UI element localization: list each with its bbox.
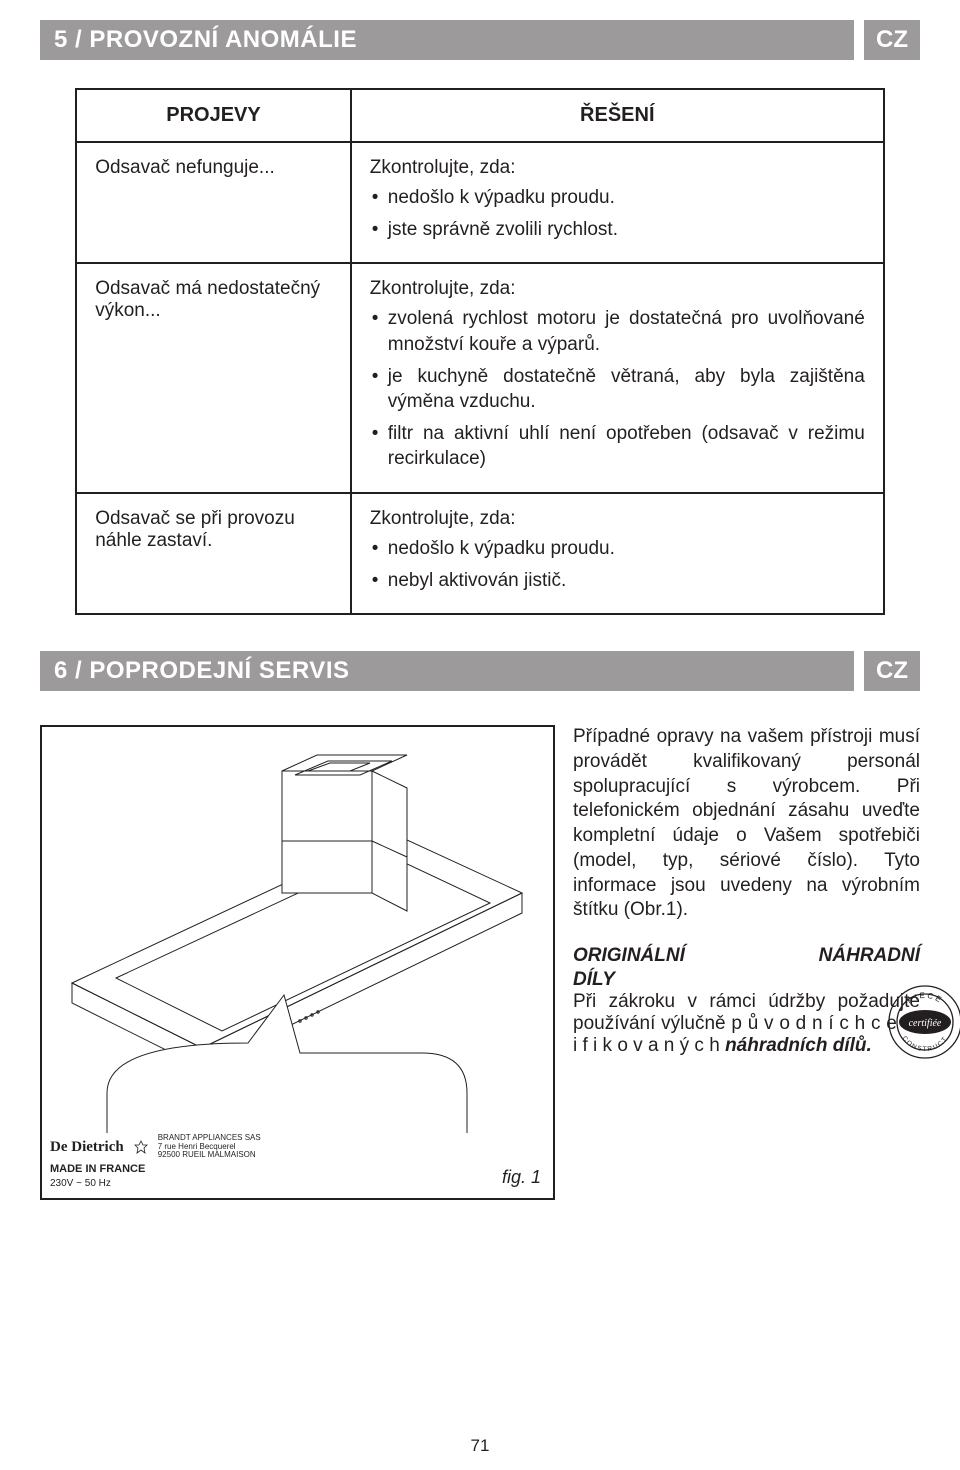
- voltage-label: 230V ~ 50 Hz: [50, 1178, 261, 1191]
- lang-badge-cz: CZ: [864, 651, 920, 691]
- bullet-item: nedošlo k výpadku proudu.: [370, 536, 865, 562]
- addr-line: 92500 RUEIL MALMAISON: [158, 1150, 256, 1159]
- hood-diagram: [52, 753, 542, 1133]
- spare-head-right: NÁHRADNÍ: [819, 945, 920, 967]
- spare-body: Při zákroku v rámci údržby požadujte pou…: [573, 991, 920, 1057]
- th-solutions: ŘEŠENÍ: [351, 89, 884, 142]
- lang-badge-cz: CZ: [864, 20, 920, 60]
- symptom-cell: Odsavač se při provozu náhle zastaví.: [76, 493, 351, 614]
- troubleshooting-table: PROJEVY ŘEŠENÍ Odsavač nefunguje... Zkon…: [75, 88, 885, 615]
- made-in-label: MADE IN FRANCE: [50, 1163, 261, 1177]
- bullet-item: filtr na aktivní uhlí není opotřeben (od…: [370, 421, 865, 472]
- check-label: Zkontrolujte, zda:: [370, 157, 865, 179]
- table-row: Odsavač se při provozu náhle zastaví. Zk…: [76, 493, 884, 614]
- section-5-title: 5 / PROVOZNÍ ANOMÁLIE: [40, 20, 854, 60]
- figure-caption: fig. 1: [502, 1167, 541, 1188]
- bullet-item: je kuchyně dostatečně větraná, aby byla …: [370, 364, 865, 415]
- figure-box: De Dietrich BRANDT APPLIANCES SAS 7 rue …: [40, 725, 555, 1200]
- section-6-header: 6 / POPRODEJNÍ SERVIS CZ: [40, 651, 920, 691]
- check-label: Zkontrolujte, zda:: [370, 508, 865, 530]
- svg-text:certifiée: certifiée: [909, 1018, 942, 1029]
- check-label: Zkontrolujte, zda:: [370, 278, 865, 300]
- addr-line: 7 rue Henri Becquerel: [158, 1142, 236, 1151]
- solution-cell: Zkontrolujte, zda: zvolená rychlost moto…: [351, 263, 884, 493]
- section-5-header: 5 / PROVOZNÍ ANOMÁLIE CZ: [40, 20, 920, 60]
- bullet-item: jste správně zvolili rychlost.: [370, 217, 865, 243]
- brand-logo: De Dietrich: [50, 1138, 124, 1157]
- svg-text:CONSTRUCT: CONSTRUCT: [901, 1035, 950, 1053]
- certified-stamp-icon: certifiée PIECE CONSTRUCT: [886, 983, 960, 1061]
- spare-head-left: ORIGINÁLNÍ: [573, 945, 685, 967]
- symptom-cell: Odsavač má nedostatečný výkon...: [76, 263, 351, 493]
- spare-body-bold: náhradních dílů.: [725, 1035, 872, 1056]
- bullet-item: zvolená rychlost motoru je dostatečná pr…: [370, 306, 865, 357]
- table-row: Odsavač nefunguje... Zkontrolujte, zda: …: [76, 142, 884, 263]
- table-row: Odsavač má nedostatečný výkon... Zkontro…: [76, 263, 884, 493]
- page-number: 71: [0, 1436, 960, 1456]
- th-symptoms: PROJEVY: [76, 89, 351, 142]
- rating-plate: De Dietrich BRANDT APPLIANCES SAS 7 rue …: [50, 1134, 261, 1191]
- svg-text:PIECE: PIECE: [905, 991, 944, 1005]
- symptom-cell: Odsavač nefunguje...: [76, 142, 351, 263]
- service-paragraph: Případné opravy na vašem přístroji musí …: [573, 725, 920, 923]
- section-6-body: De Dietrich BRANDT APPLIANCES SAS 7 rue …: [40, 719, 920, 1200]
- solution-cell: Zkontrolujte, zda: nedošlo k výpadku pro…: [351, 493, 884, 614]
- spare-parts-block: ORIGINÁLNÍ NÁHRADNÍ DÍLY Při zákroku v r…: [573, 945, 920, 1057]
- solution-cell: Zkontrolujte, zda: nedošlo k výpadku pro…: [351, 142, 884, 263]
- brand-mark-icon: [134, 1140, 148, 1154]
- addr-line: BRANDT APPLIANCES SAS: [158, 1133, 261, 1142]
- bullet-item: nedošlo k výpadku proudu.: [370, 185, 865, 211]
- service-text: Případné opravy na vašem přístroji musí …: [573, 725, 920, 1057]
- bullet-item: nebyl aktivován jistič.: [370, 568, 865, 594]
- spare-head-line2: DÍLY: [573, 969, 920, 991]
- section-6-title: 6 / POPRODEJNÍ SERVIS: [40, 651, 854, 691]
